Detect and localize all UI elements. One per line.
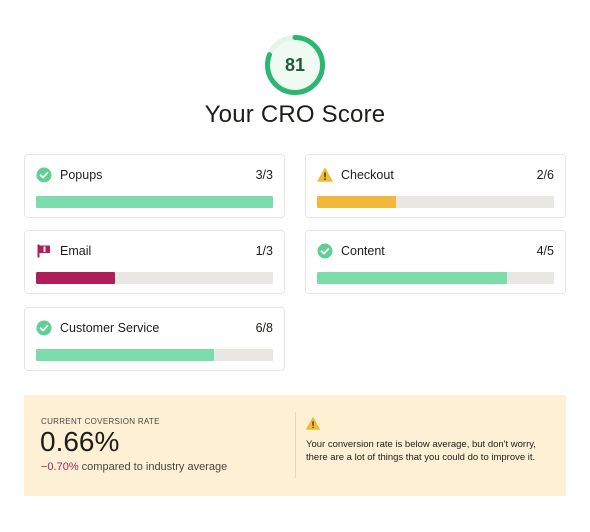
conversion-advice-message: Your conversion rate is below average, b… xyxy=(306,439,536,463)
cro-score-ring: 81 xyxy=(264,34,326,96)
category-score: 4/5 xyxy=(536,244,554,258)
comparison-text: compared to industry average xyxy=(78,461,228,473)
progress-bar-fill xyxy=(36,272,115,284)
category-score: 2/6 xyxy=(536,168,554,182)
progress-bar xyxy=(36,272,273,284)
conversion-rate-caption: CURRENT COVERSION RATE xyxy=(41,417,160,426)
industry-comparison: −0.70% compared to industry average xyxy=(41,461,227,473)
category-score: 3/3 xyxy=(255,168,273,182)
category-label: Customer Service xyxy=(60,321,160,335)
check-circle-icon xyxy=(36,167,52,183)
warning-triangle-icon xyxy=(306,417,320,430)
category-score: 6/8 xyxy=(255,321,273,335)
category-card-popups[interactable]: Popups 3/3 xyxy=(24,154,285,218)
flag-icon xyxy=(36,243,52,259)
progress-bar xyxy=(36,349,273,361)
category-card-customer-service[interactable]: Customer Service 6/8 xyxy=(24,307,285,371)
category-score: 1/3 xyxy=(255,244,273,258)
category-label: Email xyxy=(60,244,92,258)
score-ring-arc xyxy=(265,35,325,95)
category-card-content[interactable]: Content 4/5 xyxy=(305,230,566,294)
progress-bar xyxy=(36,196,273,208)
check-circle-icon xyxy=(317,243,333,259)
conversion-rate-panel: CURRENT COVERSION RATE 0.66% −0.70% comp… xyxy=(24,395,566,496)
warning-triangle-icon xyxy=(317,167,333,183)
score-title: Your CRO Score xyxy=(204,101,386,128)
progress-bar-fill xyxy=(36,349,214,361)
conversion-rate-delta: −0.70% xyxy=(41,461,79,473)
progress-bar xyxy=(317,272,554,284)
score-ring-graphic xyxy=(265,35,325,95)
check-circle-icon xyxy=(36,320,52,336)
progress-bar-fill xyxy=(36,196,273,208)
progress-bar-fill xyxy=(317,272,507,284)
panel-divider xyxy=(295,412,296,478)
category-card-email[interactable]: Email 1/3 xyxy=(24,230,285,294)
category-label: Content xyxy=(341,244,385,258)
category-label: Popups xyxy=(60,168,103,182)
progress-bar xyxy=(317,196,554,208)
progress-bar-fill xyxy=(317,196,396,208)
conversion-rate-value: 0.66% xyxy=(40,426,120,457)
category-label: Checkout xyxy=(341,168,394,182)
category-card-checkout[interactable]: Checkout 2/6 xyxy=(305,154,566,218)
score-value: 81 xyxy=(284,55,306,75)
